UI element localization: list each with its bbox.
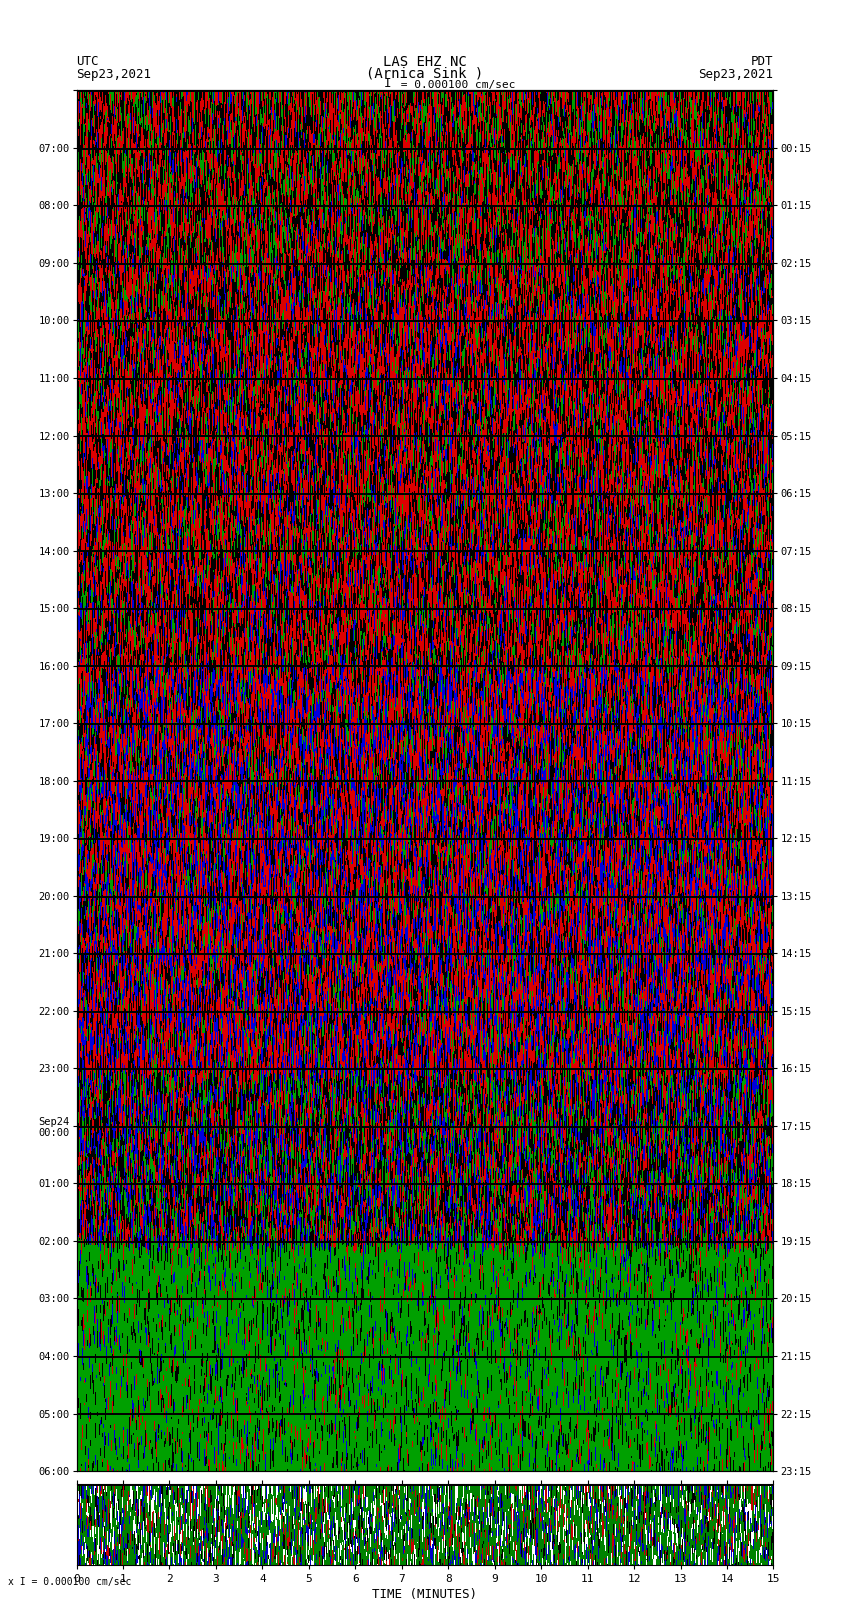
Text: Sep23,2021: Sep23,2021 xyxy=(699,68,774,81)
Text: I: I xyxy=(384,77,391,90)
Text: LAS EHZ NC: LAS EHZ NC xyxy=(383,55,467,69)
Text: UTC: UTC xyxy=(76,55,99,68)
Text: PDT: PDT xyxy=(751,55,774,68)
Text: (Arnica Sink ): (Arnica Sink ) xyxy=(366,66,484,81)
Text: Sep23,2021: Sep23,2021 xyxy=(76,68,151,81)
X-axis label: TIME (MINUTES): TIME (MINUTES) xyxy=(372,1587,478,1600)
Text: = 0.000100 cm/sec: = 0.000100 cm/sec xyxy=(394,81,515,90)
Text: x I = 0.000100 cm/sec: x I = 0.000100 cm/sec xyxy=(8,1578,132,1587)
